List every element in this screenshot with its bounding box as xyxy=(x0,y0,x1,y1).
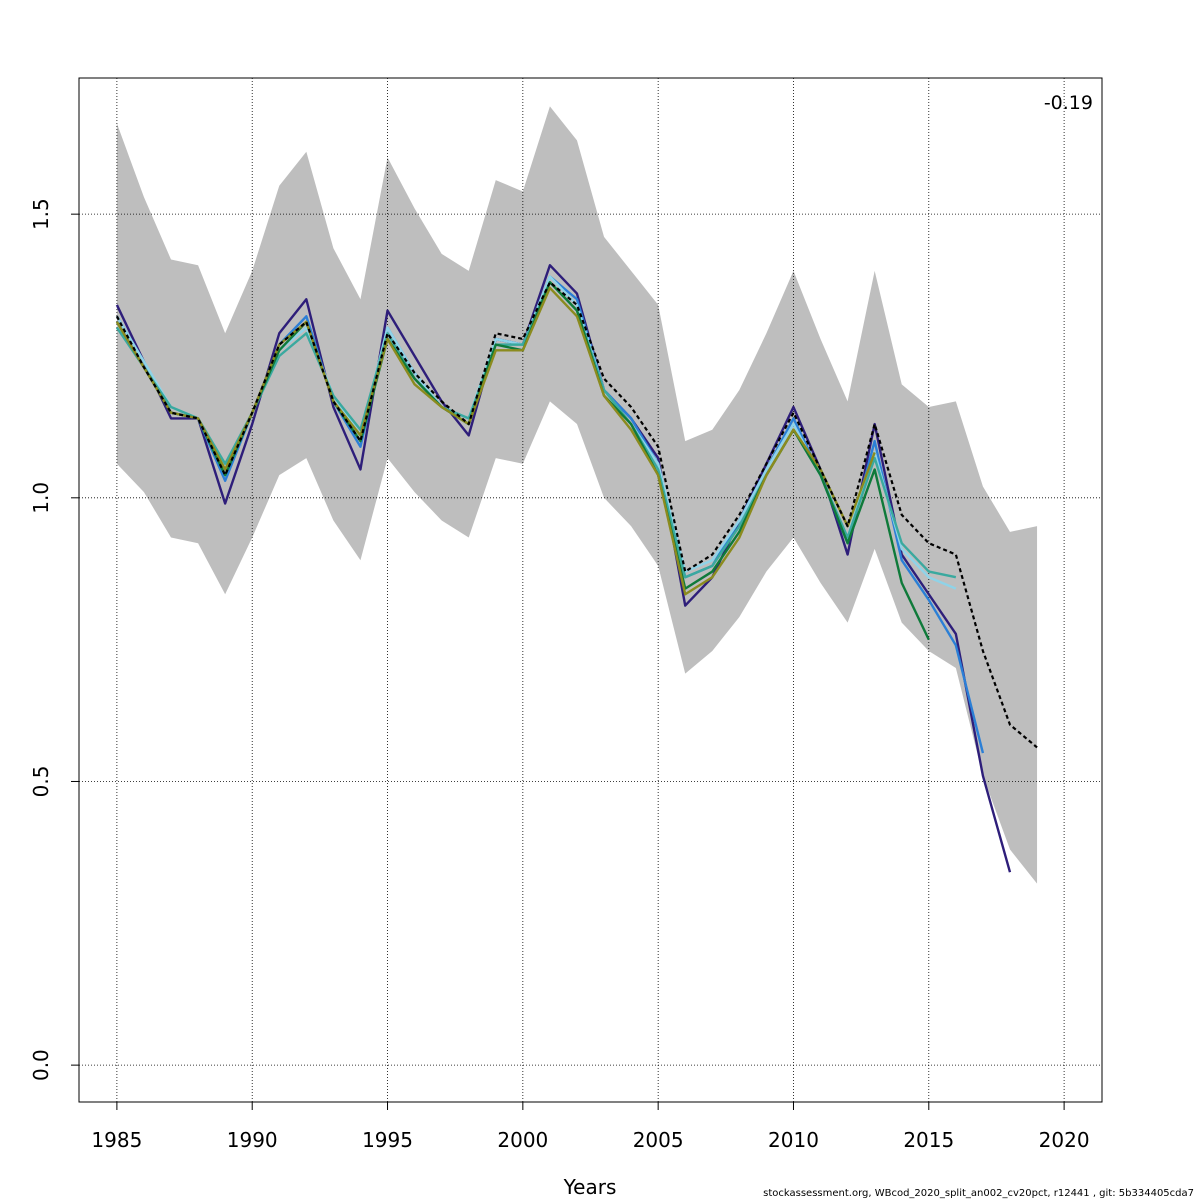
x-tick-label-5: 2010 xyxy=(768,1128,819,1152)
rho-annotation: -0.19 xyxy=(1044,92,1093,114)
y-tick-label-2: 1.0 xyxy=(29,482,53,514)
x-tick-label-7: 2020 xyxy=(1039,1128,1090,1152)
x-axis-title: Years xyxy=(563,1175,617,1199)
x-axis: 1985 1990 1995 2000 2005 2010 2015 2020 xyxy=(91,1102,1090,1152)
grid-layer xyxy=(79,78,1102,1102)
y-tick-label-3: 1.5 xyxy=(29,198,53,230)
x-tick-label-1: 1990 xyxy=(227,1128,278,1152)
confidence-band xyxy=(116,106,1038,884)
y-tick-label-1: 0.5 xyxy=(29,766,53,798)
x-tick-label-3: 2000 xyxy=(497,1128,548,1152)
confidence-band-layer xyxy=(116,106,1038,884)
plot-frame xyxy=(78,77,1103,1103)
y-axis: 0.0 0.5 1.0 1.5 xyxy=(29,198,79,1081)
x-tick-label-6: 2015 xyxy=(903,1128,954,1152)
x-tick-label-4: 2005 xyxy=(633,1128,684,1152)
x-tick-label-2: 1995 xyxy=(362,1128,413,1152)
series-layer xyxy=(115,264,1038,873)
series-line-0 xyxy=(115,281,1038,749)
footer-credit: stockassessment.org, WBcod_2020_split_an… xyxy=(763,1188,1194,1199)
x-tick-label-0: 1985 xyxy=(91,1128,142,1152)
y-tick-label-0: 0.0 xyxy=(29,1049,53,1081)
